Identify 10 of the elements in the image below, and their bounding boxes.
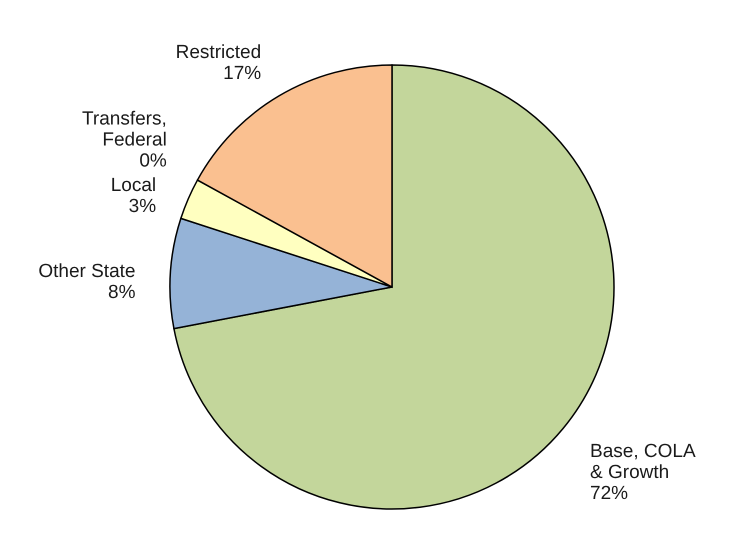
data-label: 3% [128, 196, 156, 217]
data-label: 8% [108, 282, 136, 303]
data-label: 72% [590, 482, 628, 504]
slice-label: Other State [38, 260, 136, 282]
slice-label: Local [110, 174, 156, 196]
slice-label: Restricted [176, 42, 262, 63]
data-label: 17% [223, 62, 262, 84]
category-label: Transfers, Federal [82, 108, 167, 150]
slice-label: Base, COLA & Growth [590, 440, 696, 483]
text: 0% [139, 150, 167, 172]
